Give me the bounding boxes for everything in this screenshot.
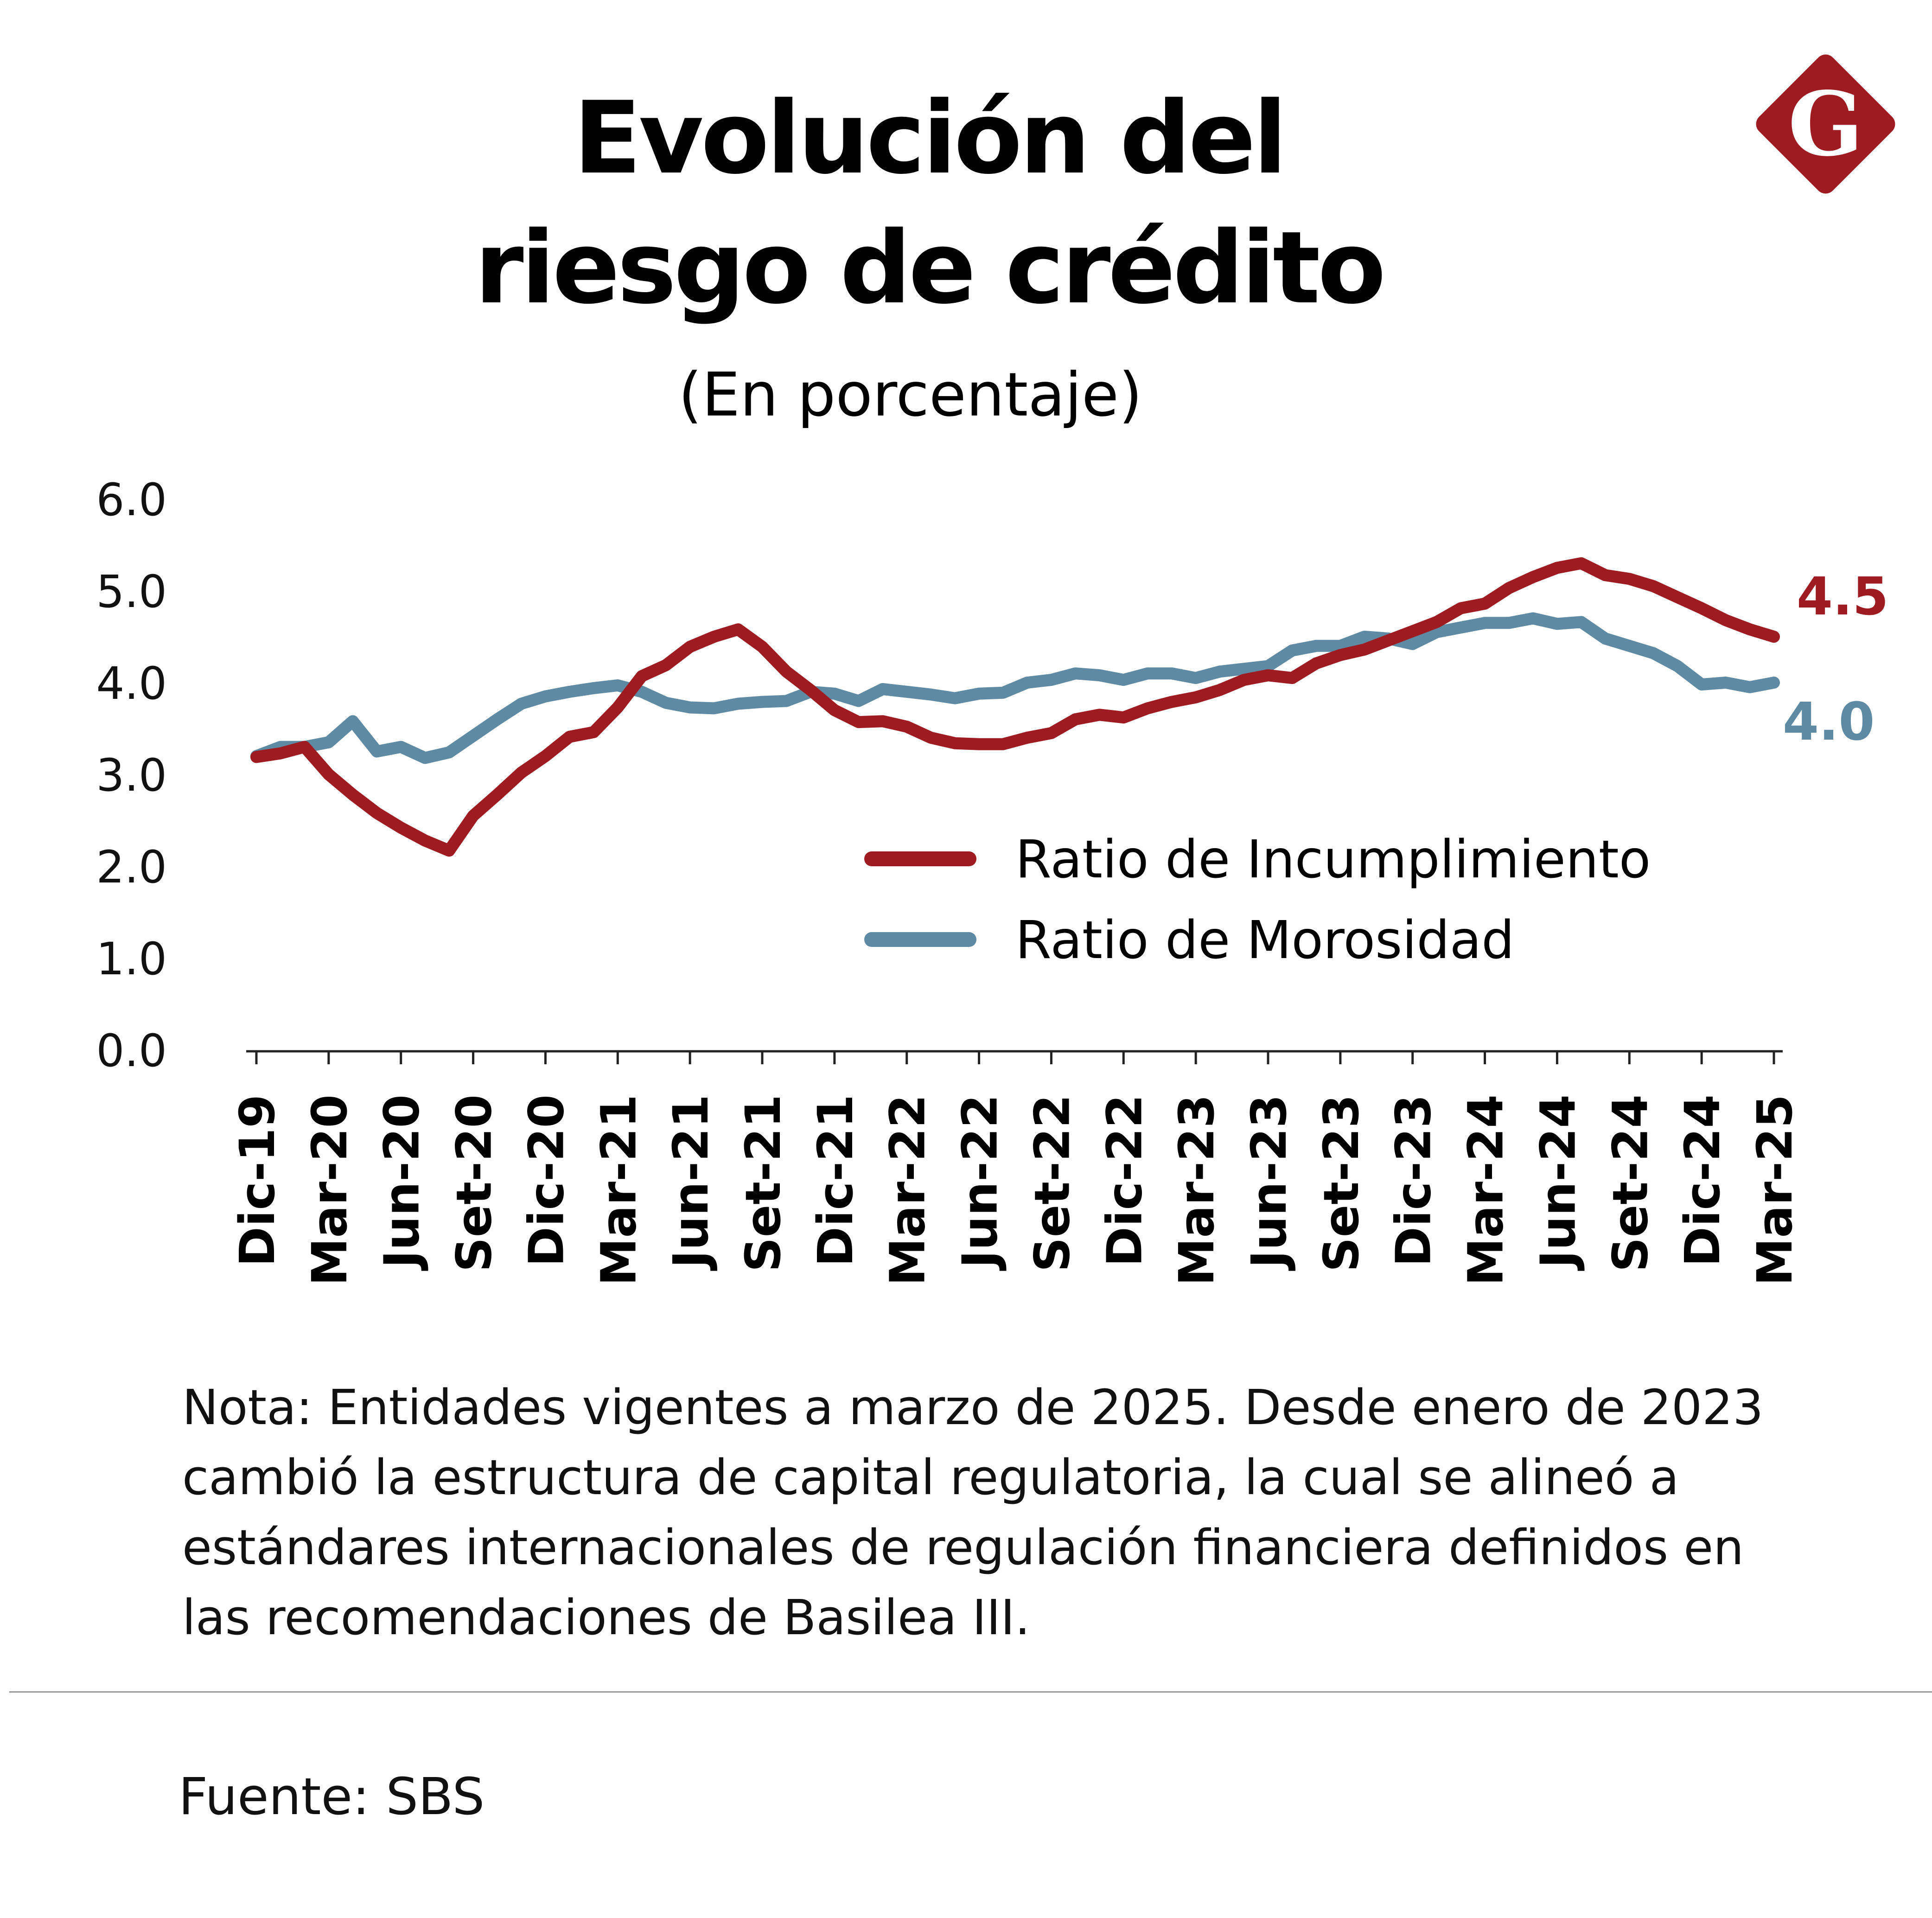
y-tick-label: 0.0: [96, 1025, 167, 1077]
x-tick-label: Dic-21: [807, 1094, 864, 1267]
x-tick-label: Dic-23: [1385, 1094, 1442, 1267]
x-tick-label: Dic-22: [1096, 1094, 1153, 1267]
chart-title-line2: riesgo de crédito: [474, 210, 1386, 326]
x-tick-label: Set-20: [446, 1094, 503, 1272]
x-tick-label: Set-24: [1602, 1094, 1658, 1272]
y-tick-label: 6.0: [96, 474, 167, 526]
x-tick-label: Mar-25: [1747, 1094, 1803, 1286]
x-tick-label: Set-22: [1024, 1094, 1080, 1272]
legend-label: Ratio de Incumplimiento: [1015, 830, 1651, 890]
x-tick-label: Set-21: [735, 1094, 791, 1272]
y-tick-label: 2.0: [96, 841, 167, 893]
series-line-morosidad: [250, 612, 1780, 764]
x-tick-label: Dic-20: [518, 1094, 574, 1267]
chart-title-line1: Evolución del: [573, 80, 1288, 196]
source-label: Fuente: SBS: [179, 1767, 485, 1826]
x-tick-label: Dic-24: [1674, 1094, 1731, 1267]
end-value-label: 4.5: [1797, 567, 1888, 627]
legend-label: Ratio de Morosidad: [1015, 910, 1514, 971]
line-chart: 0.0 1.0 2.0 3.0 4.0 5.0 6.0 Dic-19 Mar-20 Jun-20…: [96, 474, 1888, 1286]
x-tick-label: Mar-22: [880, 1094, 936, 1286]
x-tick-label: Set-23: [1313, 1094, 1370, 1272]
logo-letter: G: [1788, 72, 1863, 176]
x-tick-label: Dic-19: [229, 1094, 286, 1267]
y-tick-label: 1.0: [96, 933, 167, 985]
x-tick-label: Jun-24: [1530, 1094, 1586, 1271]
x-tick-label: Mar-20: [301, 1094, 358, 1286]
divider: [9, 1691, 1932, 1693]
y-axis: 0.0 1.0 2.0 3.0 4.0 5.0 6.0: [96, 474, 167, 1077]
y-tick-label: 5.0: [96, 566, 167, 618]
x-tick-label: Jun-20: [374, 1094, 430, 1271]
y-tick-label: 3.0: [96, 749, 167, 801]
y-tick-label: 4.0: [96, 658, 167, 710]
legend: Ratio de Incumplimiento Ratio de Morosida…: [864, 830, 1651, 971]
series-line-incumplimiento: [250, 557, 1780, 857]
x-tick-label: Mar-23: [1168, 1094, 1225, 1286]
series-lines: 4.5 4.0: [250, 557, 1888, 857]
x-tick-label: Jun-21: [663, 1094, 719, 1271]
x-tick-label: Jun-23: [1241, 1094, 1297, 1271]
chart-subtitle: (En porcentaje): [678, 359, 1142, 430]
footnote: Nota: Entidades vigentes a marzo de 2025…: [182, 1379, 1764, 1646]
x-tick-label: Jun-22: [952, 1094, 1008, 1271]
end-value-label: 4.0: [1783, 692, 1875, 752]
x-tick-label: Mar-24: [1458, 1094, 1514, 1286]
x-axis: Dic-19 Mar-20 Jun-20 Set-20 Dic-20 Mar-21 Jun-…: [229, 1050, 1803, 1286]
x-tick-label: Mar-21: [590, 1094, 647, 1286]
